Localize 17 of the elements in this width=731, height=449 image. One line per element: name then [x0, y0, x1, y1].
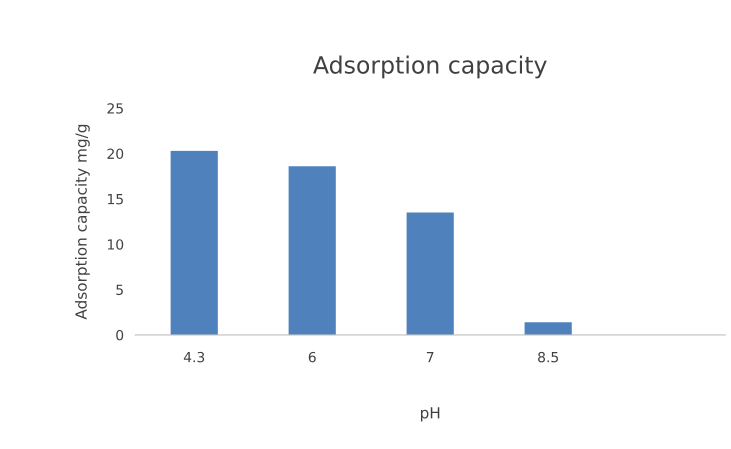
y-tick-label: 20	[107, 148, 124, 160]
x-tick-label: 8.5	[538, 352, 558, 362]
y-tick-label: 25	[107, 103, 123, 114]
x-tick-label: 6	[308, 352, 316, 362]
x-axis-title: pH	[420, 407, 440, 422]
x-tick-label: 7	[426, 352, 434, 362]
bar	[170, 150, 218, 335]
bar	[288, 166, 336, 335]
bar	[406, 212, 454, 335]
bar	[524, 322, 572, 335]
x-tick-label: 4.3	[184, 352, 204, 362]
y-tick-label: 15	[108, 194, 123, 204]
chart-title: Adsorption capacity	[313, 56, 547, 78]
y-axis-title: Adsorption capacity mg/g	[75, 124, 90, 320]
y-tick-label: 10	[108, 239, 124, 250]
y-tick-label: 0	[116, 330, 124, 340]
y-tick-label: 5	[116, 284, 123, 296]
